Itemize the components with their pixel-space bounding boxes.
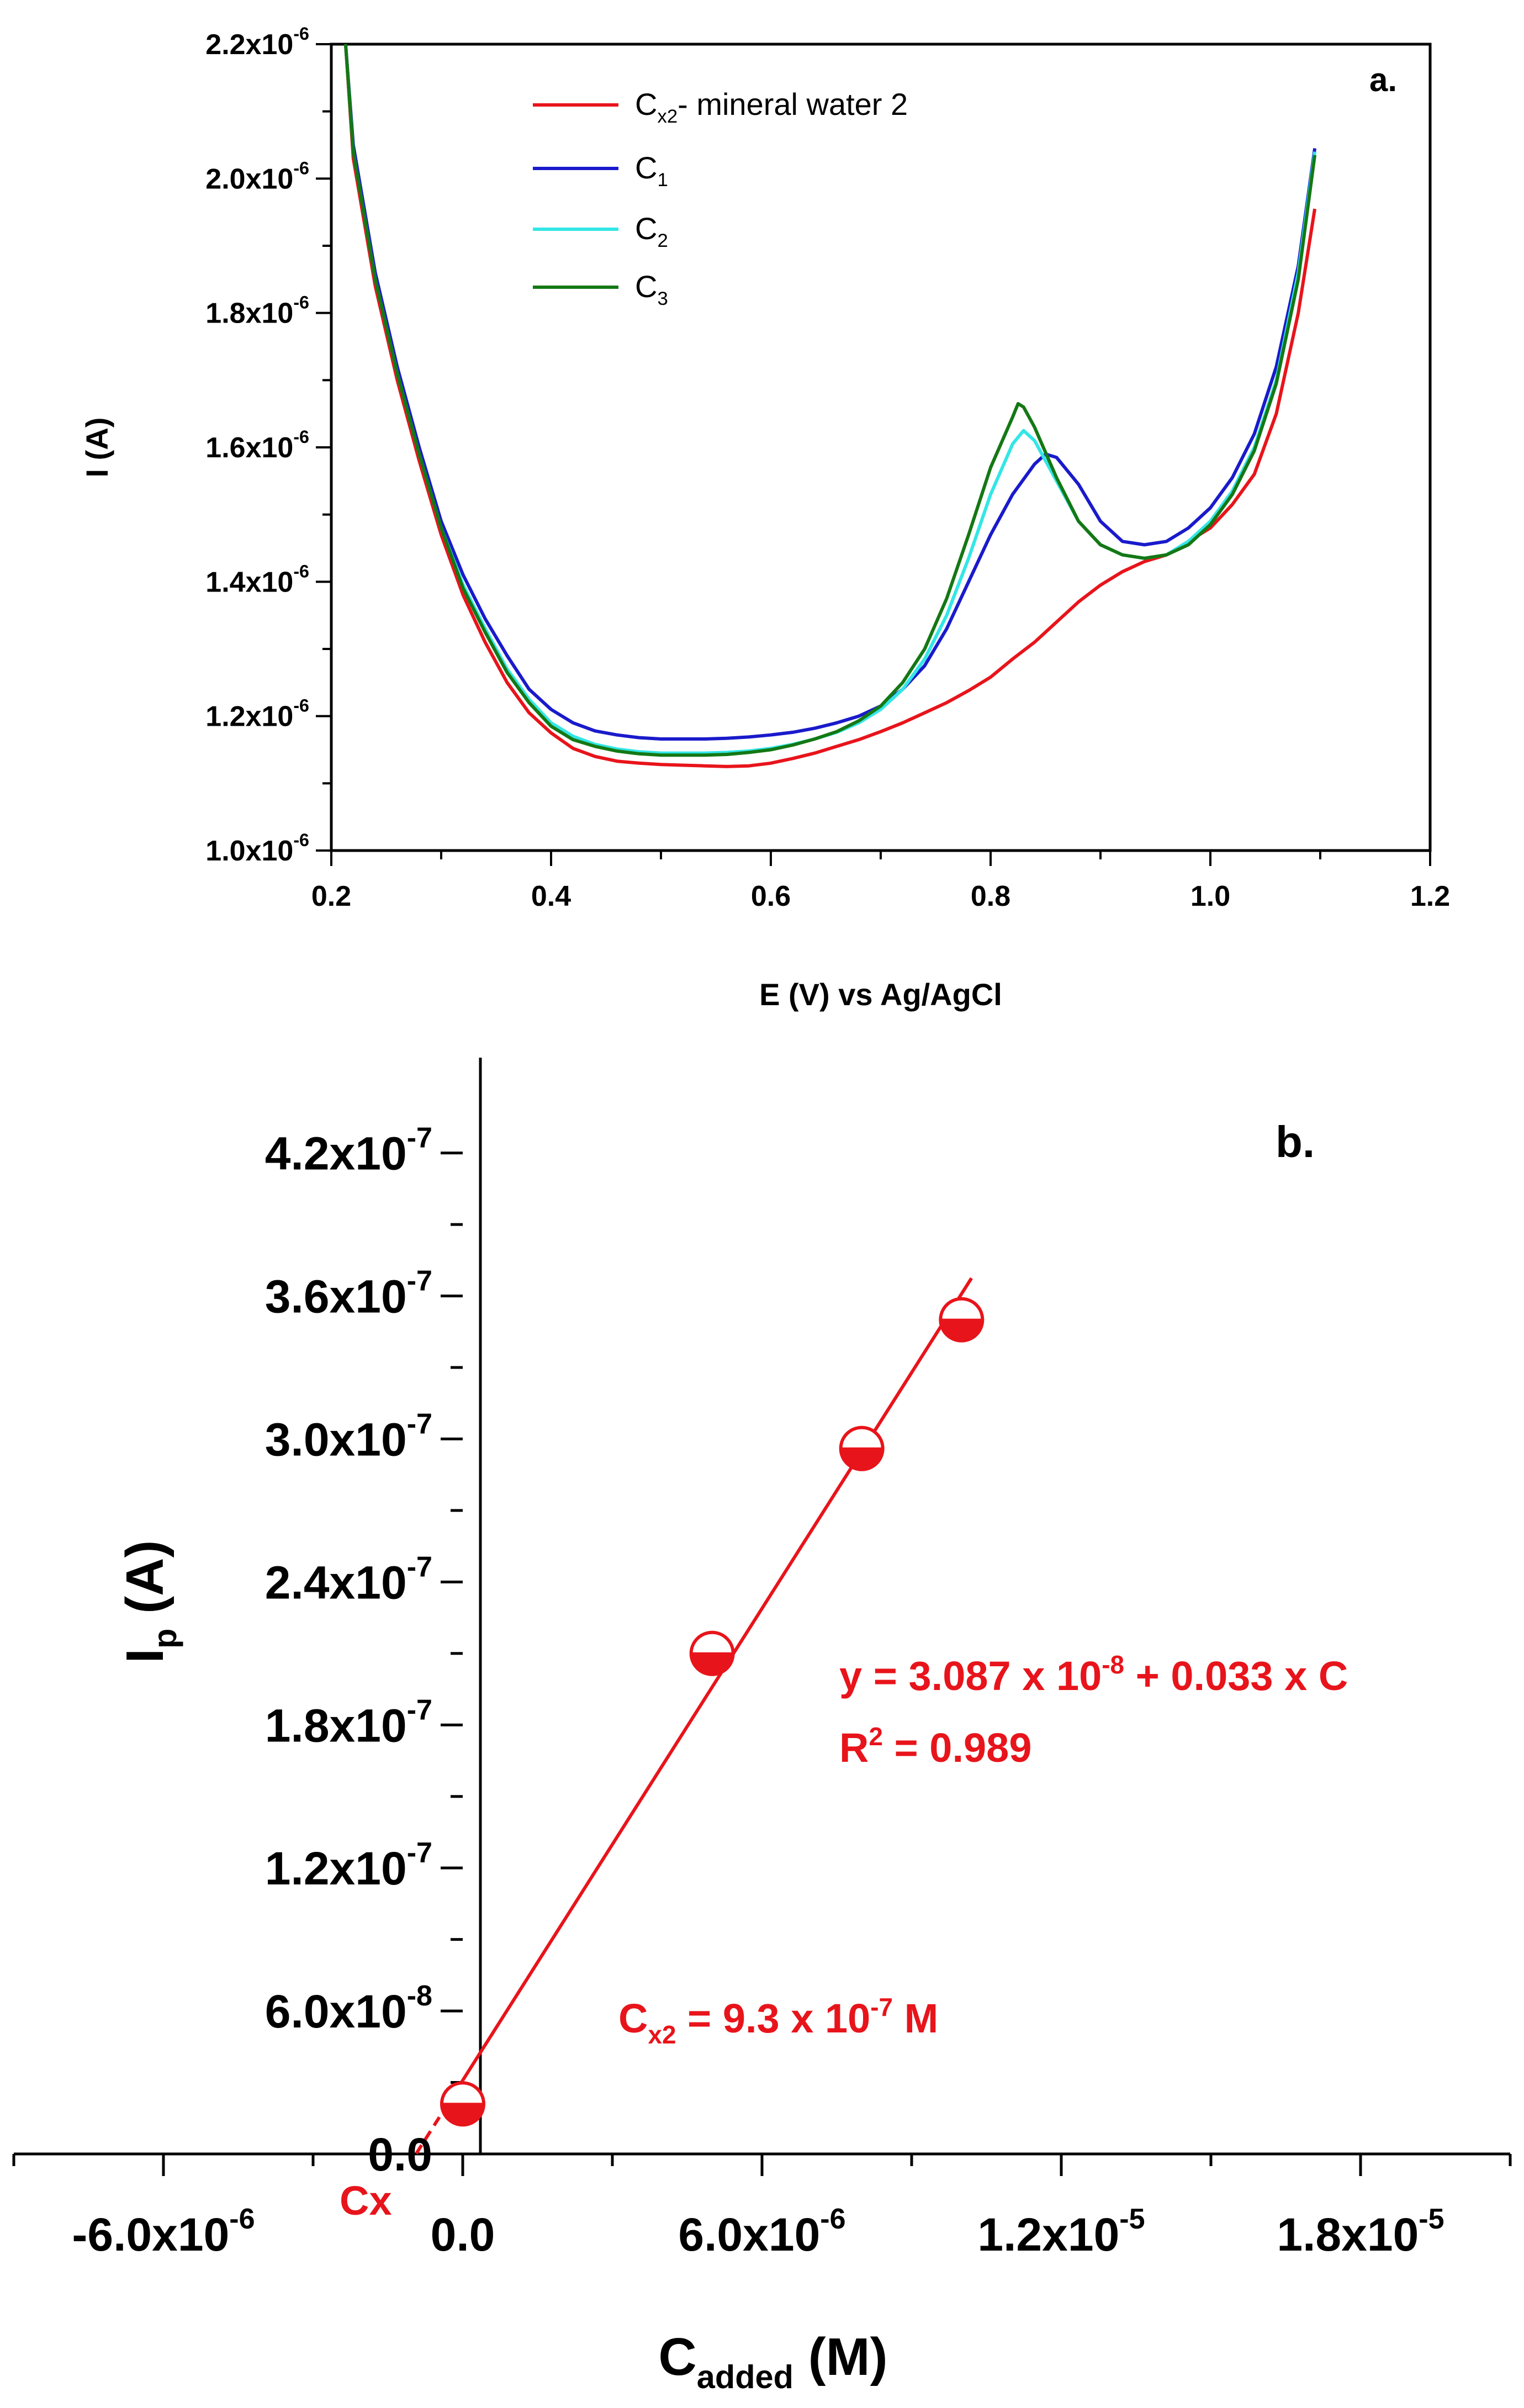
panel-b-x-tick-label: -6.0x10-6: [72, 2203, 255, 2261]
r-squared: R2 = 0.989: [839, 1722, 1031, 1771]
panel-a-y-tick-label: 2.2x10-6: [205, 24, 309, 61]
cx-intercept-label: Cx: [340, 2178, 392, 2224]
panel-b-x-tick-label: 6.0x10-6: [678, 2203, 845, 2261]
panel-b-y-tick-label: 6.0x10-8: [265, 1980, 432, 2037]
panel-a-series-line-2: [343, 44, 1317, 755]
legend-label-c1: C1: [635, 150, 668, 191]
panel-a-x-tick-label: 0.8: [971, 880, 1010, 912]
panel-b-x-axis-title: Cadded (M): [658, 2327, 887, 2395]
fit-line: [461, 1277, 973, 2082]
panel-b-y-tick-label: 1.8x10-7: [265, 1694, 432, 1751]
data-point: [939, 1297, 985, 1343]
panel-a-y-tick-label: 2.0x10-6: [205, 158, 309, 195]
panel-b-y-tick-label: 3.0x10-7: [265, 1408, 432, 1465]
panel-b: -6.0x10-6 0.0 6.0x10-6 1.2x10-5 1.8x10-5 0.0…: [12, 1058, 1512, 2395]
panel-b-x-tick-label: 0.0: [431, 2209, 495, 2261]
panel-a-x-tick-label: 1.0: [1190, 880, 1230, 912]
panel-a: 0.2 0.4 0.6 0.8 1.0 1.2 1.0x10-6 1.2x10-6 1.4x1…: [80, 24, 1450, 1012]
panel-a-series-line-3: [343, 44, 1317, 757]
data-point: [440, 2081, 485, 2127]
legend-label-c2: C2: [635, 211, 668, 251]
panel-b-y-tick-label: 4.2x10-7: [265, 1122, 432, 1180]
legend-label-c3: C3: [635, 269, 668, 309]
panel-a-y-tick-label: 1.2x10-6: [205, 696, 309, 733]
panel-a-y-axis-title: I (A): [80, 418, 114, 478]
panel-b-x-tick-label: 1.2x10-5: [977, 2203, 1145, 2261]
panel-a-x-tick-label: 0.4: [531, 880, 571, 912]
panel-b-y-tick-label: 1.2x10-7: [265, 1837, 432, 1894]
panel-b-y-tick-label: 0.0: [368, 2129, 432, 2180]
panel-a-x-tick-label: 0.6: [751, 880, 791, 912]
panel-a-x-axis-title: E (V) vs Ag/AgCl: [759, 977, 1002, 1012]
panel-b-y-tick-label: 2.4x10-7: [265, 1551, 432, 1608]
data-point: [689, 1630, 735, 1676]
panel-a-y-tick-label: 1.6x10-6: [205, 427, 309, 464]
panel-b-x-tick-label: 1.8x10-5: [1277, 2203, 1444, 2261]
fit-equation: y = 3.087 x 10-8 + 0.033 x C: [839, 1650, 1348, 1699]
panel-a-y-ticks: 1.0x10-6 1.2x10-6 1.4x10-6 1.6x10-6 1.8x10-6…: [205, 24, 331, 867]
panel-b-x-ticks: -6.0x10-6 0.0 6.0x10-6 1.2x10-5 1.8x10-5: [12, 2154, 1512, 2261]
panel-a-y-tick-label: 1.4x10-6: [205, 561, 309, 598]
cx2-annotation: Cx2 = 9.3 x 10-7 M: [618, 1993, 938, 2049]
panel-b-y-axis-title: Ip (A): [115, 1540, 183, 1664]
panel-a-label: a.: [1369, 61, 1397, 98]
panel-b-label: b.: [1276, 1117, 1315, 1166]
data-point: [839, 1425, 885, 1471]
panel-a-x-tick-label: 0.2: [311, 880, 351, 912]
panel-a-y-tick-label: 1.0x10-6: [205, 830, 309, 867]
panel-a-series: [343, 44, 1317, 768]
panel-a-x-ticks: 0.2 0.4 0.6 0.8 1.0 1.2: [311, 851, 1450, 912]
panel-a-x-tick-label: 1.2: [1410, 880, 1450, 912]
panel-a-series-line-1: [343, 44, 1317, 741]
panel-b-points: [440, 1297, 985, 2127]
panel-b-y-ticks: 0.0 6.0x10-8 1.2x10-7 1.8x10-7 2.4x10-7 3.0x1…: [265, 1122, 463, 2180]
panel-a-legend: Cx2- mineral water 2 C1 C2 C3: [533, 87, 908, 309]
legend-label-cx2: Cx2- mineral water 2: [635, 87, 908, 127]
panel-a-y-tick-label: 1.8x10-6: [205, 293, 309, 330]
panel-b-y-tick-label: 3.6x10-7: [265, 1265, 432, 1323]
panel-a-series-line-0: [343, 44, 1317, 768]
